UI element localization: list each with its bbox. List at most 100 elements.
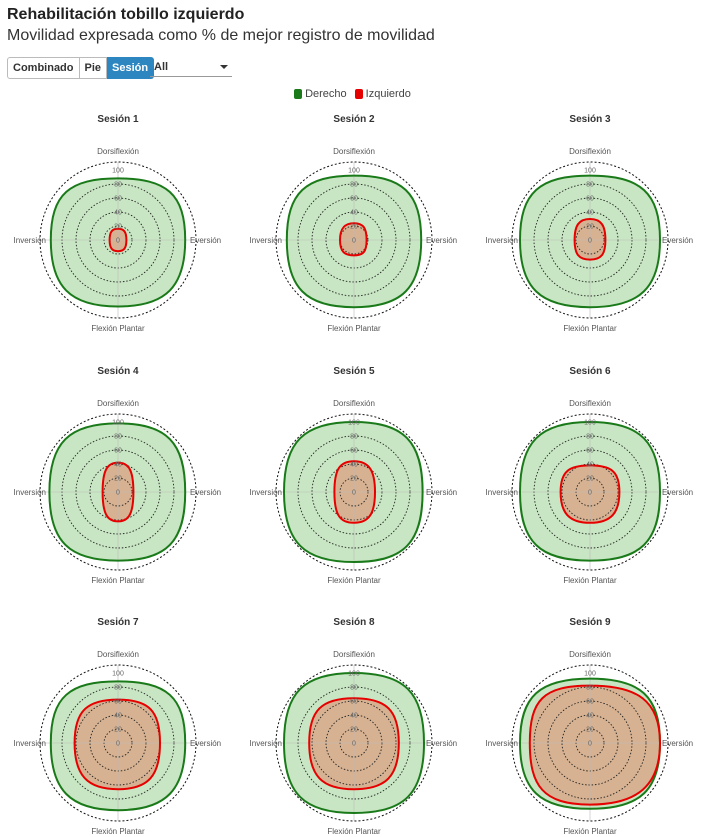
radial-tick-label: 0	[352, 490, 356, 497]
series-area-izquierdo	[529, 685, 660, 805]
axis-label-dorsiflexion: Dorsiflexión	[333, 650, 375, 659]
series-line-derecho	[48, 422, 187, 562]
tab-sesion[interactable]: Sesión	[107, 57, 155, 79]
axis-label-dorsiflexion: Dorsiflexión	[97, 147, 139, 156]
radial-tick-label: 100	[584, 168, 596, 175]
radial-tick-label: 40	[350, 713, 358, 720]
legend: Derecho Izquierdo	[0, 88, 705, 100]
radial-tick-label: 60	[586, 448, 594, 455]
radial-tick-label: 20	[350, 224, 358, 231]
axis-label-eversion: Eversión	[190, 488, 221, 497]
radial-tick-label: 60	[114, 196, 122, 203]
axis-label-inversion: Inversión	[250, 236, 282, 245]
axis-label-flexion-plantar: Flexión Plantar	[327, 576, 381, 585]
radar-panel-4: Sesión 4 100 80 60 40 20 0 Dorsiflexión Eversión…	[14, 366, 222, 585]
axis-label-inversion: Inversión	[250, 739, 282, 748]
radial-tick-label: 100	[584, 420, 596, 427]
series-line-derecho	[49, 177, 187, 308]
legend-swatch-izquierdo	[354, 89, 363, 99]
axis-label-flexion-plantar: Flexión Plantar	[563, 324, 617, 333]
radar-panel-8: Sesión 8 100 80 60 40 20 0 Dorsiflexión Eversión…	[250, 617, 458, 836]
radial-tick-label: 20	[114, 727, 122, 734]
radial-tick-label: 100	[112, 671, 124, 678]
radar-panel-1: Sesión 1 100 80 60 40 20 0 Dorsiflexión Eversión…	[14, 114, 222, 333]
axis-label-eversion: Eversión	[426, 739, 457, 748]
axis-label-dorsiflexion: Dorsiflexión	[97, 399, 139, 408]
axis-label-inversion: Inversión	[14, 739, 46, 748]
radial-tick-label: 60	[114, 448, 122, 455]
radial-tick-label: 0	[588, 490, 592, 497]
radial-tick-label: 100	[348, 420, 360, 427]
radial-tick-label: 20	[350, 476, 358, 483]
radar-panel-6: Sesión 6 100 80 60 40 20 0 Dorsiflexión Eversión…	[486, 366, 694, 585]
series-line-izquierdo	[559, 464, 621, 524]
radar-panel-7: Sesión 7 100 80 60 40 20 0 Dorsiflexión Eversión…	[14, 617, 222, 836]
session-filter-dropdown[interactable]: All	[150, 57, 232, 77]
legend-item-derecho[interactable]: Derecho	[294, 88, 347, 100]
panel-title: Sesión 2	[333, 114, 375, 125]
tab-pie[interactable]: Pie	[79, 57, 108, 79]
radial-tick-label: 40	[114, 462, 122, 469]
axis-label-flexion-plantar: Flexión Plantar	[91, 324, 145, 333]
axis-label-eversion: Eversión	[190, 236, 221, 245]
axis-label-eversion: Eversión	[662, 488, 693, 497]
axis-label-flexion-plantar: Flexión Plantar	[563, 827, 617, 836]
axis-label-eversion: Eversión	[662, 236, 693, 245]
axis-label-inversion: Inversión	[486, 739, 518, 748]
radial-tick-label: 80	[350, 685, 358, 692]
radial-tick-label: 0	[116, 490, 120, 497]
axis-label-dorsiflexion: Dorsiflexión	[569, 147, 611, 156]
series-line-izquierdo	[108, 227, 128, 253]
axis-label-flexion-plantar: Flexión Plantar	[91, 576, 145, 585]
radial-tick-label: 40	[114, 210, 122, 217]
series-line-izquierdo	[308, 697, 400, 791]
radial-tick-label: 80	[114, 685, 122, 692]
chevron-down-icon	[220, 65, 228, 69]
panel-title: Sesión 9	[569, 617, 611, 628]
radial-tick-label: 0	[116, 741, 120, 748]
radial-tick-label: 80	[350, 434, 358, 441]
radial-tick-label: 60	[586, 196, 594, 203]
radial-tick-label: 100	[584, 671, 596, 678]
radial-tick-label: 20	[586, 727, 594, 734]
axis-label-flexion-plantar: Flexión Plantar	[563, 576, 617, 585]
radial-tick-label: 20	[114, 224, 122, 231]
series-line-derecho	[282, 420, 424, 564]
radial-tick-label: 60	[350, 448, 358, 455]
radial-tick-label: 100	[112, 420, 124, 427]
radial-tick-label: 80	[586, 434, 594, 441]
radial-tick-label: 80	[586, 685, 594, 692]
panel-title: Sesión 3	[569, 114, 611, 125]
axis-label-flexion-plantar: Flexión Plantar	[327, 827, 381, 836]
series-line-izquierdo	[338, 222, 368, 257]
radial-tick-label: 60	[114, 699, 122, 706]
radial-tick-label: 20	[586, 476, 594, 483]
series-line-izquierdo	[573, 217, 607, 261]
series-line-izquierdo	[73, 698, 162, 791]
panel-title: Sesión 7	[97, 617, 139, 628]
axis-label-eversion: Eversión	[190, 739, 221, 748]
chart-title: Rehabilitación tobillo izquierdo	[7, 6, 245, 23]
radial-tick-label: 0	[588, 238, 592, 245]
radial-tick-label: 0	[352, 741, 356, 748]
radial-tick-label: 80	[114, 434, 122, 441]
panel-title: Sesión 6	[569, 366, 611, 377]
legend-item-izquierdo[interactable]: Izquierdo	[354, 88, 411, 100]
panel-title: Sesión 4	[97, 366, 139, 377]
radial-tick-label: 0	[116, 238, 120, 245]
series-line-derecho	[518, 677, 662, 810]
radial-tick-label: 40	[350, 462, 358, 469]
series-line-derecho	[49, 680, 187, 812]
view-toggle-group: Combinado Pie Sesión	[7, 57, 155, 79]
axis-label-eversion: Eversión	[426, 488, 457, 497]
axis-label-inversion: Inversión	[486, 236, 518, 245]
radial-tick-label: 60	[586, 699, 594, 706]
radial-tick-label: 40	[586, 462, 594, 469]
axis-label-dorsiflexion: Dorsiflexión	[569, 650, 611, 659]
series-area-izquierdo	[340, 223, 367, 256]
radial-tick-label: 20	[114, 476, 122, 483]
tab-combinado[interactable]: Combinado	[7, 57, 80, 79]
radar-panel-3: Sesión 3 100 80 60 40 20 0 Dorsiflexión Eversión…	[486, 114, 694, 333]
radial-tick-label: 60	[350, 699, 358, 706]
